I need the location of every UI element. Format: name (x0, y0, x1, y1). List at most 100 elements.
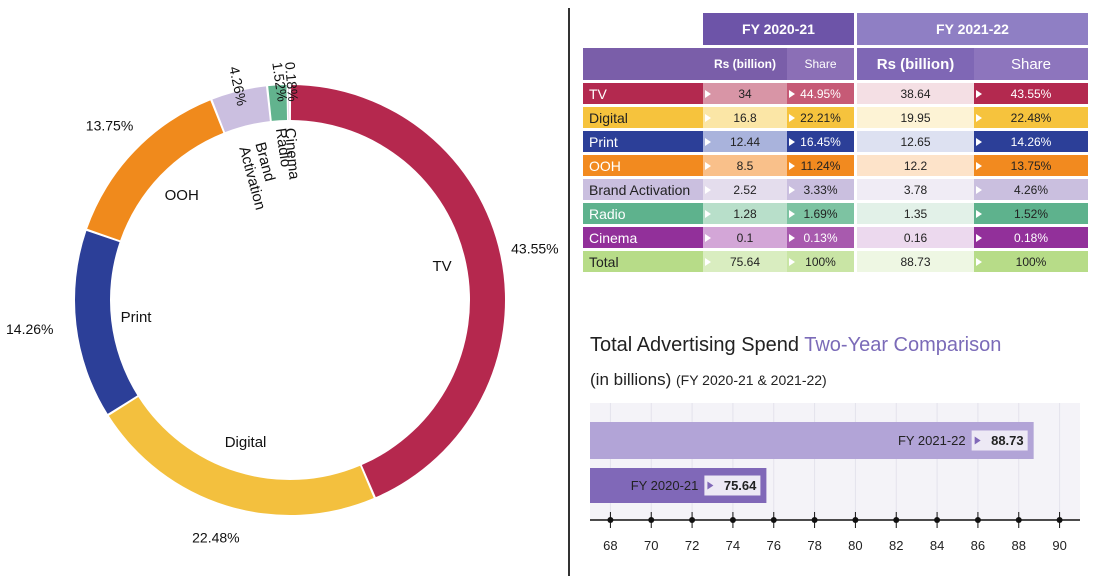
bar-fy-2020-21: 75.64 FY 2020-21 (590, 468, 767, 503)
cell-share-2021: 0.18% (974, 227, 1088, 248)
cell-rs-billion-2021: 3.78 (854, 179, 974, 200)
triangle-marker-icon (705, 186, 711, 194)
donut-value-ooh: 13.75% (86, 118, 133, 134)
slice-brand-activation (212, 86, 270, 133)
triangle-marker-icon (705, 90, 711, 98)
cell-rs-billion-2020: 12.44 (703, 131, 787, 152)
x-tick-label: 90 (1052, 538, 1066, 553)
triangle-marker-icon (976, 210, 982, 218)
bar-value-label: 88.73 (991, 433, 1024, 448)
x-tick-label: 88 (1012, 538, 1026, 553)
cell-rs-billion-2021: 12.2 (854, 155, 974, 176)
donut-label-ooh: OOH (165, 187, 199, 204)
table-row-tv: TV 34 44.95% 38.64 43.55% (583, 83, 1088, 104)
x-tick-label: 86 (971, 538, 985, 553)
x-tick-label: 76 (767, 538, 781, 553)
donut-label-radio: Radio (272, 127, 294, 168)
donut-value-radio: 1.52% (269, 61, 290, 103)
table-row-ooh: OOH 8.5 11.24% 12.2 13.75% (583, 155, 1088, 176)
cell-share-2020: 3.33% (787, 179, 854, 200)
bar-value-box (704, 475, 761, 496)
triangle-marker-icon (976, 114, 982, 122)
bar-category-label: FY 2021-22 (898, 433, 966, 448)
cell-share-2021: 1.52% (974, 203, 1088, 224)
triangle-marker-icon (707, 481, 714, 490)
triangle-marker-icon (789, 234, 795, 242)
cell-rs-billion-2020: 16.8 (703, 107, 787, 128)
x-tick-label: 68 (603, 538, 617, 553)
cell-share-2021: 22.48% (974, 107, 1088, 128)
triangle-marker-icon (705, 162, 711, 170)
col-share-2020: Share (787, 48, 854, 80)
cell-share-2020: 16.45% (787, 131, 854, 152)
x-tick-label: 72 (685, 538, 699, 553)
cell-share-2020: 44.95% (787, 83, 854, 104)
col-rs-2021: Rs (billion) (854, 48, 974, 80)
triangle-marker-icon (789, 90, 795, 98)
table-row-cinema: Cinema 0.1 0.13% 0.16 0.18% (583, 227, 1088, 248)
triangle-marker-icon (705, 138, 711, 146)
slice-radio (268, 85, 288, 121)
triangle-marker-icon (705, 210, 711, 218)
cell-share-2020: 11.24% (787, 155, 854, 176)
bar-value-box (971, 430, 1028, 451)
bar-chart: 88.73 FY 2021-22 75.64 FY 2020-21 68 70 72 74 76… (590, 403, 1080, 553)
cell-rs-billion-2020: 1.28 (703, 203, 787, 224)
table-row-digital: Digital 16.8 22.21% 19.95 22.48% (583, 107, 1088, 128)
bar-value-label: 75.64 (724, 478, 757, 493)
bar-chart-title: Total Advertising Spend Two-Year Compari… (590, 334, 1002, 356)
cell-share-2021: 100% (974, 251, 1088, 272)
row-label: Brand Activation (583, 179, 703, 200)
triangle-marker-icon (789, 258, 795, 266)
donut-value-tv: 43.55% (511, 240, 558, 256)
slice-print (74, 230, 138, 414)
triangle-marker-icon (705, 114, 711, 122)
donut-label-cinema: Cinema (281, 127, 302, 181)
triangle-marker-icon (789, 138, 795, 146)
cell-rs-billion-2020: 2.52 (703, 179, 787, 200)
bar-category-label: FY 2020-21 (631, 478, 699, 493)
donut-label-tv: TV (432, 258, 451, 275)
donut-value-cinema: 0.18% (282, 61, 301, 102)
row-label: TV (583, 83, 703, 104)
col-share-2021: Share (974, 48, 1088, 80)
triangle-marker-icon (789, 114, 795, 122)
cell-share-2021: 4.26% (974, 179, 1088, 200)
donut-label-digital: Digital (225, 434, 267, 451)
cell-rs-billion-2021: 19.95 (854, 107, 974, 128)
triangle-marker-icon (976, 234, 982, 242)
triangle-marker-icon (976, 258, 982, 266)
cell-rs-billion-2020: 34 (703, 83, 787, 104)
cell-rs-billion-2021: 38.64 (854, 83, 974, 104)
triangle-marker-icon (789, 210, 795, 218)
cell-share-2021: 14.26% (974, 131, 1088, 152)
slice-digital (108, 396, 374, 515)
row-label: Digital (583, 107, 703, 128)
divider (568, 8, 570, 576)
donut-label-print: Print (121, 309, 153, 326)
slice-tv (290, 85, 506, 498)
row-label: Total (583, 251, 703, 272)
row-label: Cinema (583, 227, 703, 248)
triangle-marker-icon (974, 436, 981, 445)
cell-rs-billion-2020: 0.1 (703, 227, 787, 248)
bar-chart-subtitle: (in billions) (FY 2020-21 & 2021-22) (590, 370, 827, 389)
donut-value-print: 14.26% (6, 321, 53, 337)
triangle-marker-icon (705, 234, 711, 242)
slice-ooh (87, 100, 224, 241)
x-tick-label: 80 (848, 538, 862, 553)
triangle-marker-icon (976, 90, 982, 98)
cell-share-2020: 0.13% (787, 227, 854, 248)
cell-share-2020: 1.69% (787, 203, 854, 224)
cell-share-2021: 43.55% (974, 83, 1088, 104)
x-tick-label: 70 (644, 538, 658, 553)
bar-fy-2021-22: 88.73 FY 2021-22 (590, 422, 1034, 459)
row-label: Print (583, 131, 703, 152)
cell-rs-billion-2021: 0.16 (854, 227, 974, 248)
table-row-radio: Radio 1.28 1.69% 1.35 1.52% (583, 203, 1088, 224)
ad-spend-table: FY 2020-21 FY 2021-22 Rs (billion) Share… (583, 10, 1088, 275)
triangle-marker-icon (705, 258, 711, 266)
col-rs-2020: Rs (billion) (703, 48, 787, 80)
header-fy-2020-21: FY 2020-21 (703, 13, 854, 45)
table-row-print: Print 12.44 16.45% 12.65 14.26% (583, 131, 1088, 152)
